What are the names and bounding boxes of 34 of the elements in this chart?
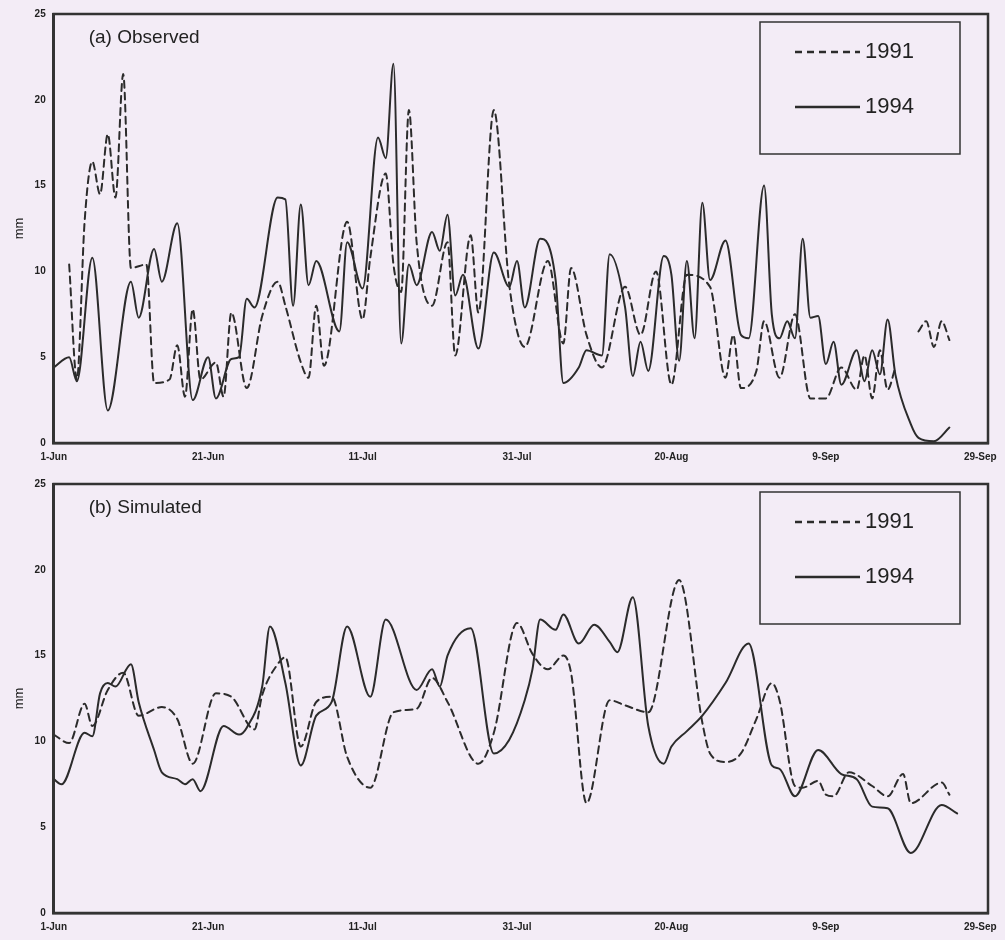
x-tick-label: 29-Sep [963,450,997,462]
x-tick-label: 11-Jul [348,920,377,932]
y-tick-label: 0 [40,436,47,448]
y-tick-label: 20 [34,93,47,105]
x-tick-label: 31-Jul [502,920,532,932]
legend-label: 1994 [865,93,914,119]
text: (b) Simulated [88,495,202,517]
legend-label: 1991 [865,38,914,64]
x-tick-label: 9-Sep [812,920,840,932]
text: (a) Observed [88,25,200,47]
y-tick-label: 0 [40,906,47,918]
y-tick-label: 15 [34,649,47,661]
y-tick-label: 25 [34,477,47,489]
x-tick-label: 1-Jun [40,450,68,462]
y-tick-label: 10 [34,265,47,277]
x-tick-label: 31-Jul [502,450,532,462]
x-tick-label: 9-Sep [812,450,840,462]
legend-label: 1991 [865,508,914,534]
x-tick-label: 21-Jun [192,920,225,932]
y-tick-label: 25 [34,7,47,19]
x-tick-label: 11-Jul [348,450,377,462]
x-tick-label: 21-Jun [192,450,225,462]
x-tick-label: 20-Aug [654,450,689,462]
y-tick-label: 20 [34,563,47,575]
x-tick-label: 29-Sep [963,920,997,932]
y-tick-label: 15 [34,179,47,191]
y-tick-label: 5 [40,820,47,832]
y-tick-label: 10 [34,735,47,747]
y-axis-title: mm [11,217,27,240]
x-tick-label: 1-Jun [40,920,68,932]
y-axis-title: mm [11,687,27,710]
legend-label: 1994 [865,563,914,589]
x-tick-label: 20-Aug [654,920,689,932]
y-tick-label: 5 [40,350,47,362]
